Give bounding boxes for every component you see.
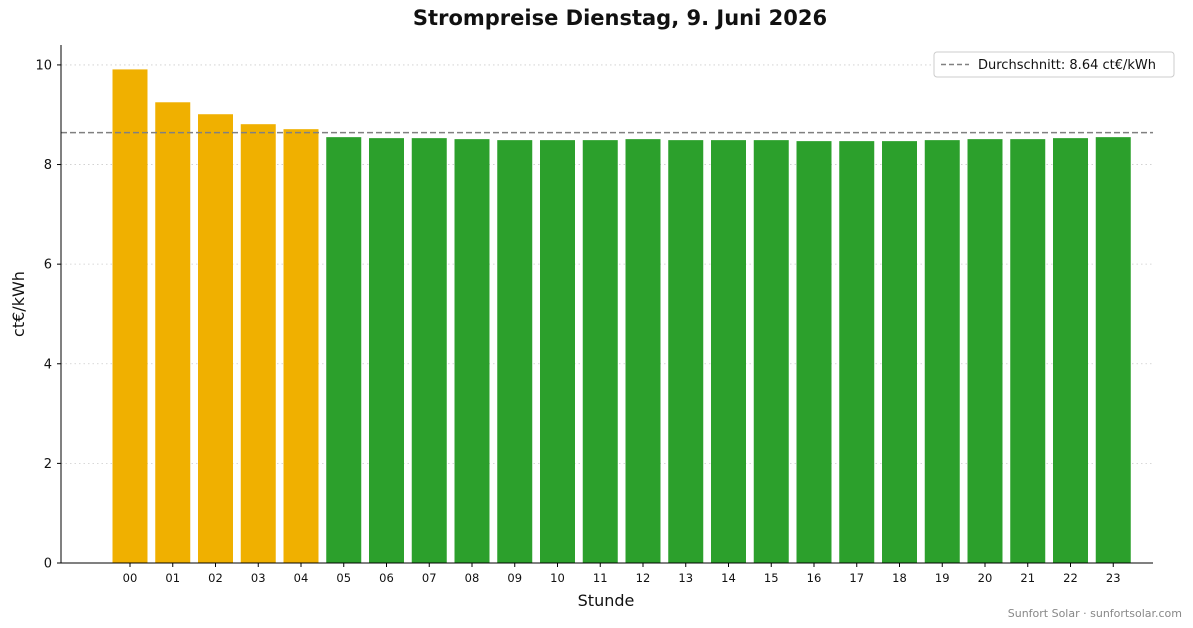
price-bar <box>967 139 1003 563</box>
y-tick-label: 0 <box>44 557 52 572</box>
x-tick-label: 20 <box>978 571 993 585</box>
price-bar <box>112 69 148 564</box>
price-bar <box>625 139 661 563</box>
y-tick-label: 10 <box>35 58 52 73</box>
x-tick-label: 08 <box>465 571 480 585</box>
y-tick-label: 4 <box>44 357 52 372</box>
x-tick-label: 12 <box>636 571 651 585</box>
x-tick-label: 21 <box>1020 571 1035 585</box>
y-tick-label: 6 <box>44 258 52 273</box>
y-tick-label: 2 <box>44 457 52 472</box>
y-ticks: 0 2 4 6 8 10 <box>35 58 61 572</box>
price-bar <box>454 139 490 563</box>
x-tick-label: 07 <box>422 571 437 585</box>
x-tick-label: 01 <box>165 571 180 585</box>
price-bar <box>924 140 960 563</box>
x-tick-label: 05 <box>336 571 351 585</box>
x-tick-label: 22 <box>1063 571 1078 585</box>
price-bar <box>283 129 319 564</box>
x-tick-label: 02 <box>208 571 223 585</box>
price-bar <box>1010 139 1046 563</box>
price-bar <box>796 141 832 563</box>
x-axis-label: Stunde <box>578 591 635 610</box>
axes <box>60 45 1153 564</box>
footer-credit: Sunfort Solar · sunfortsolar.com <box>1008 607 1182 620</box>
x-tick-label: 06 <box>379 571 394 585</box>
price-bar <box>839 141 875 563</box>
price-bar <box>1053 138 1088 563</box>
x-tick-label: 15 <box>764 571 779 585</box>
x-tick-label: 03 <box>251 571 266 585</box>
price-bar <box>155 102 191 564</box>
price-bar <box>240 124 276 564</box>
x-tick-label: 11 <box>593 571 608 585</box>
x-ticks: 00 01 02 03 04 05 06 07 08 09 10 11 12 13 14 15 16 17 18 19… <box>123 563 1121 585</box>
price-bar <box>753 140 789 563</box>
price-bar <box>668 140 704 563</box>
price-bar <box>411 138 447 563</box>
x-tick-label: 14 <box>721 571 736 585</box>
y-axis-label: ct€/kWh <box>9 271 28 337</box>
chart-title: Strompreise Dienstag, 9. Juni 2026 <box>413 6 827 30</box>
x-tick-label: 18 <box>892 571 907 585</box>
price-bar <box>326 137 362 563</box>
x-tick-label: 04 <box>294 571 309 585</box>
price-bar <box>369 138 404 563</box>
legend-average-label: Durchschnitt: 8.64 ct€/kWh <box>978 58 1156 73</box>
price-bar <box>711 140 746 563</box>
legend: Durchschnitt: 8.64 ct€/kWh <box>933 51 1175 78</box>
x-tick-label: 13 <box>678 571 693 585</box>
x-tick-label: 23 <box>1106 571 1121 585</box>
y-tick-label: 8 <box>44 158 52 173</box>
price-bar <box>198 114 233 563</box>
x-tick-label: 00 <box>123 571 138 585</box>
x-tick-label: 16 <box>807 571 822 585</box>
x-tick-label: 19 <box>935 571 950 585</box>
x-tick-label: 10 <box>550 571 565 585</box>
x-tick-label: 17 <box>849 571 864 585</box>
price-bar <box>497 140 533 563</box>
price-bar <box>540 140 575 563</box>
bars <box>112 69 1131 564</box>
price-bar <box>582 140 618 563</box>
price-bar <box>1095 137 1131 563</box>
price-bar <box>882 141 917 563</box>
legend-frame <box>933 51 1175 78</box>
x-tick-label: 09 <box>507 571 522 585</box>
